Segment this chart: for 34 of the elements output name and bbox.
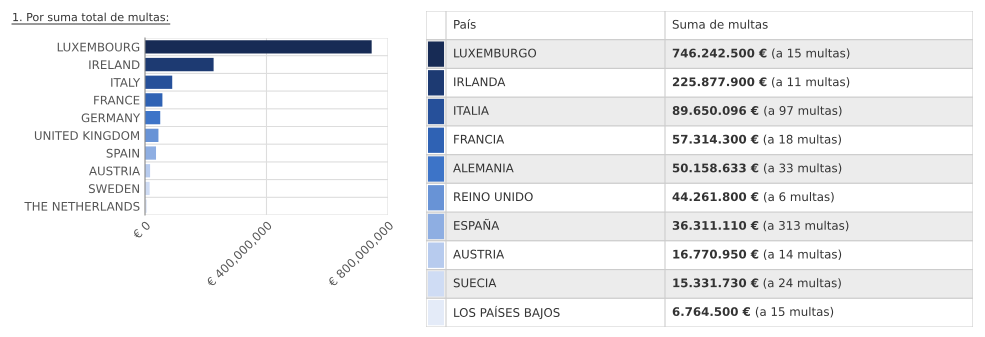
y-tick-label: UNITED KINGDOM [34, 131, 139, 140]
y-tick-label: THE NETHERLANDS [24, 202, 140, 211]
text: 746.242.500 € (a 15 multas) [672, 48, 850, 59]
text: 57.314.300 € (a 18 multas) [672, 134, 841, 146]
y-tick-label: SPAIN [106, 148, 139, 158]
text: 44.261.800 € (a 6 multas) [672, 192, 834, 203]
chart-title: 1. Por suma total de multas: [13, 12, 168, 22]
text: 16.770.950 € (a 14 multas) [673, 249, 842, 260]
text: 15.331.730 € (a 24 multas) [673, 278, 841, 289]
y-tick-label: IRELAND [89, 60, 140, 70]
text: Suma de multas [672, 20, 768, 29]
y-tick-label: AUSTRIA [89, 166, 140, 176]
category-label: LOS PAÍSES BAJOS [454, 306, 560, 320]
category-label: SUECIA [454, 278, 496, 288]
y-tick-label: LUXEMBOURG [58, 42, 140, 52]
category-label: AUSTRIA [453, 250, 504, 259]
text: 6.764.500 € (a 15 multas) [672, 306, 834, 318]
y-tick-label: FRANCE [94, 96, 140, 105]
y-tick-label: SWEDEN [88, 184, 139, 194]
text: 225.877.900 € (a 11 multas) [672, 77, 850, 88]
text: País [454, 19, 476, 29]
x-tick-label: € 0 [132, 220, 151, 240]
category-label: ALEMANIA [453, 164, 514, 172]
category-label: ESPAÑA [454, 218, 500, 230]
category-label: IRLANDA [454, 77, 506, 86]
text: 36.311.110 € (a 313 multas) [672, 220, 848, 232]
y-tick-label: ITALY [111, 78, 140, 87]
category-label: FRANCIA [454, 134, 504, 144]
category-label: LUXEMBURGO [454, 48, 536, 58]
y-tick-label: GERMANY [82, 113, 140, 122]
category-label: ITALIA [454, 106, 489, 115]
category-label: REINO UNIDO [454, 192, 533, 202]
text: 50.158.633 € (a 33 multas) [672, 163, 842, 174]
text: 89.650.096 € (a 97 multas) [672, 106, 842, 116]
